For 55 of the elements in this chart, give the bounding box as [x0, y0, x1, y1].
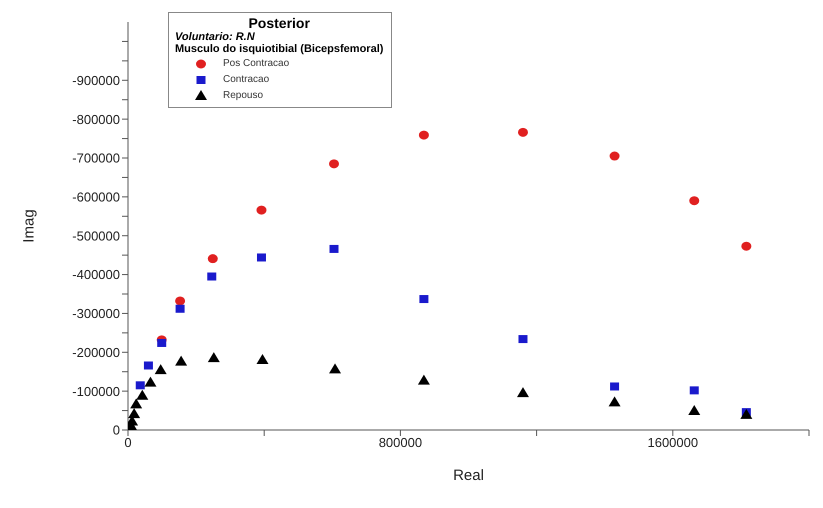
y-tick-label: -600000	[72, 189, 120, 204]
point	[329, 363, 342, 374]
point	[329, 159, 340, 168]
point	[740, 408, 752, 419]
point	[516, 387, 529, 398]
y-tick-label: -400000	[72, 267, 120, 282]
point	[256, 206, 266, 215]
point	[176, 304, 185, 313]
point	[608, 396, 621, 406]
y-tick-label: -900000	[72, 72, 120, 88]
y-tick-label: -100000	[72, 384, 120, 399]
point	[518, 128, 528, 137]
x-tick-label: 800000	[378, 435, 422, 450]
point	[154, 364, 167, 374]
y-tick-label: -700000	[72, 150, 120, 166]
point	[128, 408, 140, 418]
point	[175, 296, 186, 306]
point	[207, 272, 216, 281]
point	[208, 254, 218, 264]
point	[330, 244, 339, 253]
point	[144, 376, 156, 387]
point	[690, 386, 699, 394]
point	[256, 253, 266, 262]
y-axis-title: Imag	[20, 209, 38, 243]
legend-label: Repouso	[223, 90, 264, 100]
x-tick-label: 1600000	[647, 435, 698, 450]
legend-title: Musculo do isquiotibial (Bicepsfemoral)	[175, 43, 384, 55]
text: Voluntario: R.N	[175, 31, 256, 43]
point	[418, 374, 430, 385]
legend-label: Pos Contracao	[223, 58, 290, 68]
point	[144, 361, 153, 370]
point	[688, 404, 700, 415]
point	[136, 390, 148, 400]
point	[175, 356, 188, 366]
point	[208, 352, 220, 362]
point	[419, 295, 428, 304]
point	[610, 382, 620, 390]
x-axis-title: Real	[453, 467, 484, 484]
y-tick-label: -200000	[72, 344, 120, 360]
y-tick-label: -500000	[72, 228, 120, 244]
y-tick-label: -800000	[72, 112, 120, 127]
point	[418, 130, 429, 140]
point	[157, 338, 166, 347]
point	[518, 335, 528, 344]
chart-title: Posterior	[247, 15, 311, 31]
point	[256, 354, 268, 364]
y-tick-label: 0	[112, 422, 120, 438]
point	[130, 398, 142, 408]
point	[136, 381, 145, 390]
point	[741, 242, 752, 251]
legend-label: Contracao	[223, 74, 270, 84]
x-tick-label: 0	[124, 435, 132, 450]
point	[610, 152, 620, 161]
y-tick-label: -300000	[72, 306, 120, 322]
point	[689, 196, 700, 206]
